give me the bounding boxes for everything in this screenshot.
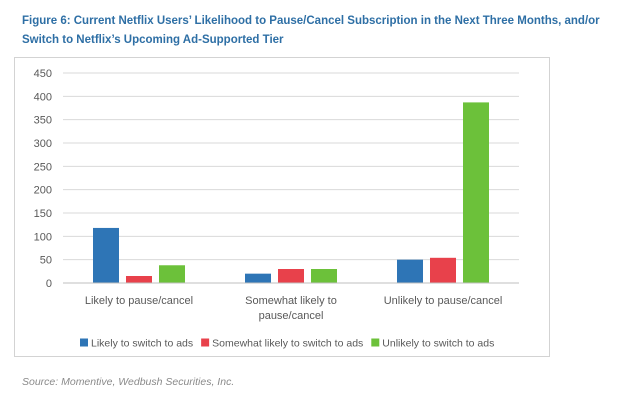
y-axis-tick-labels: 0 50 100 150 200 250 300 350 400 450: [34, 68, 52, 290]
bar: [311, 269, 337, 283]
legend-swatch: [201, 338, 210, 347]
y-tick-label: 200: [34, 185, 52, 197]
bar: [93, 227, 119, 283]
chart-frame: [14, 57, 550, 357]
y-tick-label: 350: [34, 115, 52, 127]
y-tick-label: 450: [34, 68, 52, 80]
y-tick-label: 400: [34, 91, 52, 103]
bars: [93, 102, 489, 284]
bar: [159, 265, 185, 283]
bar: [430, 257, 456, 283]
legend-swatch: [371, 338, 380, 347]
bar: [126, 276, 152, 283]
bar: [245, 273, 271, 283]
bar: [278, 269, 304, 283]
legend: Likely to switch to ads Somewhat likely t…: [80, 338, 494, 350]
legend-label: Unlikely to switch to ads: [382, 338, 494, 350]
legend-label: Likely to switch to ads: [91, 338, 193, 350]
y-tick-label: 150: [34, 208, 52, 220]
figure-title: Figure 6: Current Netflix Users’ Likelih…: [22, 15, 600, 46]
y-tick-label: 50: [40, 255, 52, 267]
legend-label: Somewhat likely to switch to ads: [212, 338, 363, 350]
bar: [463, 102, 489, 284]
x-category-label: Somewhat likely to: [245, 295, 337, 307]
x-category-label: Likely to pause/cancel: [85, 295, 193, 307]
y-tick-label: 100: [34, 231, 52, 243]
bar: [397, 259, 423, 283]
x-category-label: pause/cancel: [259, 310, 324, 322]
x-axis-category-labels: Likely to pause/cancel Somewhat likely to…: [85, 295, 502, 322]
y-tick-label: 250: [34, 161, 52, 173]
y-tick-label: 0: [46, 278, 52, 290]
source-note: Source: Momentive, Wedbush Securities, I…: [22, 376, 235, 388]
y-tick-label: 300: [34, 138, 52, 150]
gridlines: [63, 72, 519, 261]
legend-swatch: [80, 338, 88, 347]
x-category-label: Unlikely to pause/cancel: [384, 295, 503, 307]
